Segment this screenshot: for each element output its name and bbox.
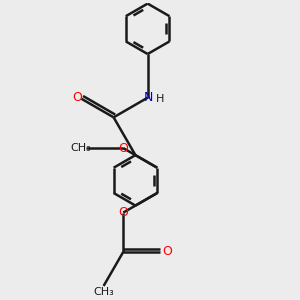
Text: O: O bbox=[118, 142, 128, 154]
Text: O: O bbox=[162, 245, 172, 258]
Text: O: O bbox=[118, 206, 128, 219]
Text: N: N bbox=[144, 91, 154, 104]
Text: CH₃: CH₃ bbox=[93, 287, 114, 297]
Text: CH₃: CH₃ bbox=[70, 143, 91, 153]
Text: O: O bbox=[72, 91, 82, 103]
Text: H: H bbox=[156, 94, 164, 104]
